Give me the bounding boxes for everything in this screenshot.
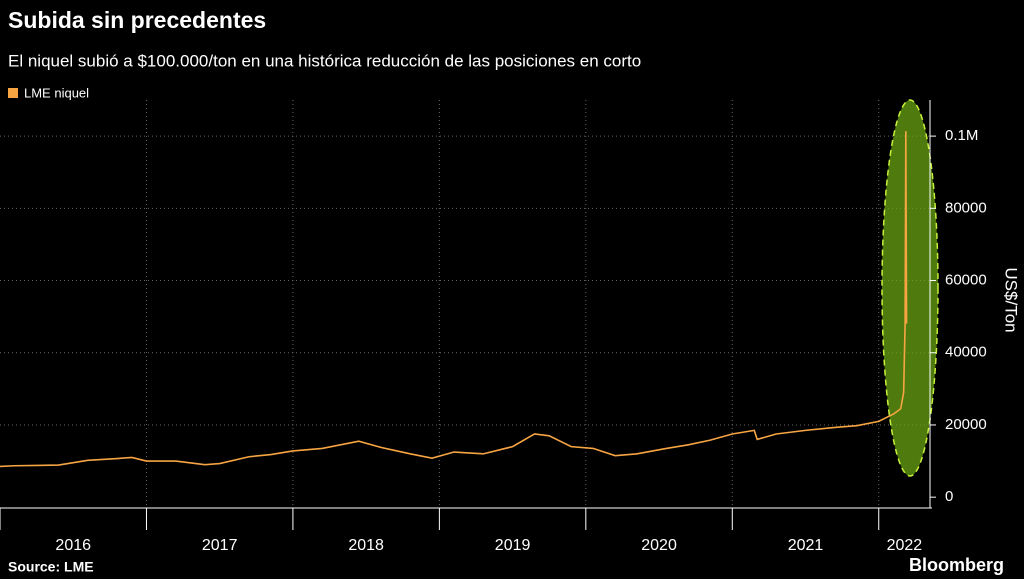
x-tick-label: 2020 [641,537,677,554]
source: Source: LME [8,559,94,575]
brand: Bloomberg [909,555,1004,575]
y-axis-label: US$/Ton [1002,267,1021,332]
x-tick-label: 2017 [202,537,238,554]
y-tick-label: 20000 [945,416,987,433]
legend-swatch [8,88,18,98]
chart-subtitle: El niquel subió a $100.000/ton en una hi… [8,51,641,70]
x-tick-label: 2018 [348,537,384,554]
y-tick-label: 60000 [945,271,987,288]
y-tick-label: 40000 [945,344,987,361]
x-tick-label: 2022 [887,537,923,554]
y-tick-label: 0.1M [945,127,978,144]
x-tick-label: 2021 [788,537,824,554]
legend-label: LME niquel [24,85,89,100]
data-line [0,131,908,468]
chart-title: Subida sin precedentes [8,7,266,33]
x-tick-label: 2019 [495,537,531,554]
highlight-ellipse [881,99,939,477]
y-tick-label: 0 [945,488,953,505]
y-tick-label: 80000 [945,199,987,216]
x-tick-label: 2016 [55,537,91,554]
